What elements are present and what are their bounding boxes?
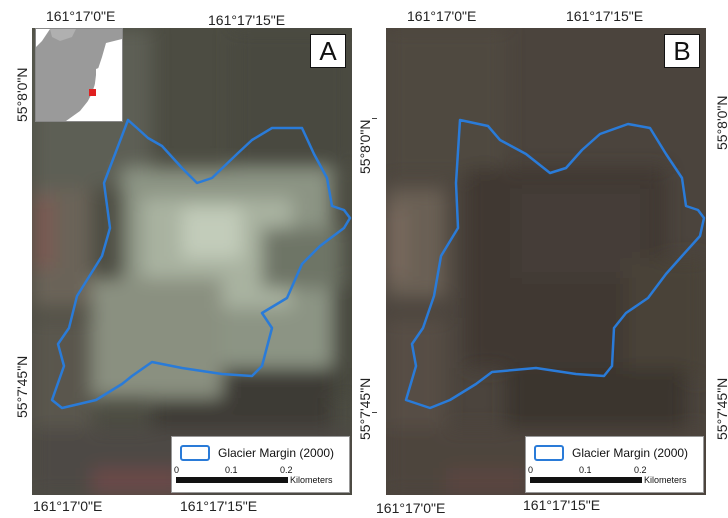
panel-b-right-lat-top: 55°8'0"N [714, 95, 728, 151]
scale-unit: Kilometers [290, 475, 333, 485]
panel-b-lat-tick-bottom [372, 412, 377, 413]
panel-a-label: A [310, 34, 346, 68]
panel-b-lat-bottom: 55°7'45"N [357, 377, 373, 440]
panel-b-lat-top: 55°8'0"N [357, 119, 373, 175]
panel-b-legend: Glacier Margin (2000) 0 0.1 0.2 Kilomete… [525, 436, 704, 493]
satellite-panel-b: B Glacier Margin (2000) 0 0.1 0.2 Kilome… [386, 28, 706, 495]
scale-tick-0: 0 [174, 465, 180, 475]
panel-a-lat-top: 55°8'0"N [14, 67, 30, 123]
glacier-margin-swatch [180, 445, 210, 461]
satellite-panel-a: A Glacier Margin (2000) 0 0.1 0.2 Kilome… [32, 28, 352, 495]
scale-bar [530, 477, 642, 483]
glacier-margin-outline-a [50, 118, 352, 410]
scale-tick-2: 0.2 [280, 465, 293, 475]
scale-bar [176, 477, 288, 483]
panel-b-label: B [664, 34, 700, 68]
locator-inset-map [35, 28, 123, 122]
panel-a-top-right-lon: 161°17'15"E [208, 12, 286, 28]
scale-unit: Kilometers [644, 475, 687, 485]
study-area-marker [89, 89, 96, 96]
scale-tick-1: 0.1 [579, 465, 592, 475]
panel-b-top-left-lon: 161°17'0"E [407, 8, 477, 24]
glacier-margin-swatch [534, 445, 564, 461]
panel-a-top-left-lon: 161°17'0"E [46, 8, 116, 24]
kamchatka-locator [36, 29, 122, 121]
panel-a-lat-bottom: 55°7'45"N [14, 355, 30, 418]
panel-a-legend: Glacier Margin (2000) 0 0.1 0.2 Kilomete… [171, 436, 350, 493]
panel-b-bottom-left-lon: 161°17'0"E [376, 500, 446, 516]
panel-b-bottom-right-lon: 161°17'15"E [523, 497, 601, 513]
panel-b-lat-tick-top [372, 118, 377, 119]
panel-b-imagery [386, 28, 706, 495]
panel-a-bottom-left-lon: 161°17'0"E [33, 498, 103, 514]
legend-label: Glacier Margin (2000) [218, 446, 335, 460]
scale-tick-0: 0 [528, 465, 534, 475]
panel-b-top-right-lon: 161°17'15"E [566, 8, 644, 24]
scale-tick-1: 0.1 [225, 465, 238, 475]
panel-b-right-lat-bottom: 55°7'45"N [714, 377, 728, 440]
legend-label: Glacier Margin (2000) [572, 446, 689, 460]
scale-tick-2: 0.2 [634, 465, 647, 475]
glacier-margin-outline-b [404, 118, 706, 410]
panel-a-bottom-right-lon: 161°17'15"E [180, 498, 258, 514]
